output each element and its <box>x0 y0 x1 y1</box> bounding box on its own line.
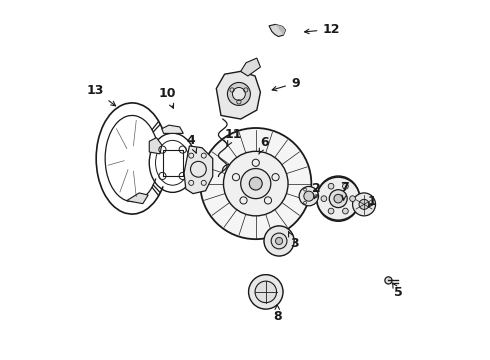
Polygon shape <box>255 277 259 281</box>
Circle shape <box>321 196 327 202</box>
Polygon shape <box>248 292 252 295</box>
Polygon shape <box>264 236 268 239</box>
Polygon shape <box>249 286 253 289</box>
Polygon shape <box>268 305 271 309</box>
Circle shape <box>343 208 348 214</box>
Circle shape <box>299 186 318 206</box>
Polygon shape <box>279 294 283 298</box>
Polygon shape <box>291 243 294 246</box>
Polygon shape <box>251 281 255 285</box>
Polygon shape <box>249 297 254 301</box>
Circle shape <box>275 237 283 244</box>
Circle shape <box>232 87 245 100</box>
Circle shape <box>264 226 294 256</box>
Text: 10: 10 <box>158 87 175 108</box>
Polygon shape <box>272 227 275 230</box>
Polygon shape <box>266 232 269 235</box>
Polygon shape <box>275 24 286 35</box>
Polygon shape <box>285 228 288 231</box>
Text: 1: 1 <box>368 195 377 208</box>
Circle shape <box>328 183 334 189</box>
Text: 4: 4 <box>187 134 196 153</box>
Circle shape <box>223 151 288 216</box>
Polygon shape <box>269 24 286 37</box>
Polygon shape <box>278 283 282 287</box>
Polygon shape <box>290 234 294 237</box>
Text: 11: 11 <box>225 127 242 146</box>
Polygon shape <box>274 253 277 256</box>
Polygon shape <box>283 252 286 255</box>
Circle shape <box>385 277 392 284</box>
Polygon shape <box>267 248 270 252</box>
Polygon shape <box>276 299 281 303</box>
Polygon shape <box>286 249 290 253</box>
Polygon shape <box>264 241 267 243</box>
Circle shape <box>227 82 250 105</box>
Circle shape <box>350 196 355 202</box>
Polygon shape <box>241 58 260 76</box>
Polygon shape <box>184 146 213 194</box>
Circle shape <box>241 168 271 199</box>
Text: 13: 13 <box>86 84 116 106</box>
Circle shape <box>255 281 276 303</box>
Circle shape <box>200 128 311 239</box>
Text: 2: 2 <box>312 183 321 199</box>
Text: 8: 8 <box>273 305 282 324</box>
Polygon shape <box>263 306 266 309</box>
Circle shape <box>271 233 287 249</box>
Text: 5: 5 <box>392 283 403 300</box>
Polygon shape <box>270 251 273 255</box>
Polygon shape <box>265 245 268 248</box>
Polygon shape <box>149 138 162 154</box>
Circle shape <box>248 275 283 309</box>
Text: 6: 6 <box>259 136 269 154</box>
Polygon shape <box>288 230 291 234</box>
Circle shape <box>353 193 375 216</box>
Polygon shape <box>253 301 257 305</box>
Polygon shape <box>275 279 279 283</box>
Circle shape <box>343 183 348 189</box>
Text: 3: 3 <box>289 232 299 250</box>
Circle shape <box>329 190 347 208</box>
Polygon shape <box>126 193 148 204</box>
Circle shape <box>317 177 360 220</box>
Polygon shape <box>277 226 279 229</box>
Polygon shape <box>279 253 281 256</box>
Polygon shape <box>280 289 283 292</box>
Circle shape <box>359 199 369 210</box>
Circle shape <box>249 177 262 190</box>
Polygon shape <box>281 226 284 229</box>
Circle shape <box>334 194 343 203</box>
Polygon shape <box>289 247 293 250</box>
Text: 12: 12 <box>305 23 340 36</box>
Text: 9: 9 <box>272 77 299 91</box>
Polygon shape <box>162 125 183 134</box>
Polygon shape <box>291 239 294 241</box>
Polygon shape <box>257 304 261 308</box>
Polygon shape <box>273 303 277 307</box>
Polygon shape <box>260 275 263 279</box>
Polygon shape <box>269 229 272 232</box>
Text: 7: 7 <box>341 181 349 200</box>
Circle shape <box>328 208 334 214</box>
Polygon shape <box>270 276 274 280</box>
Polygon shape <box>266 275 269 278</box>
Polygon shape <box>216 71 260 119</box>
Circle shape <box>304 191 314 201</box>
